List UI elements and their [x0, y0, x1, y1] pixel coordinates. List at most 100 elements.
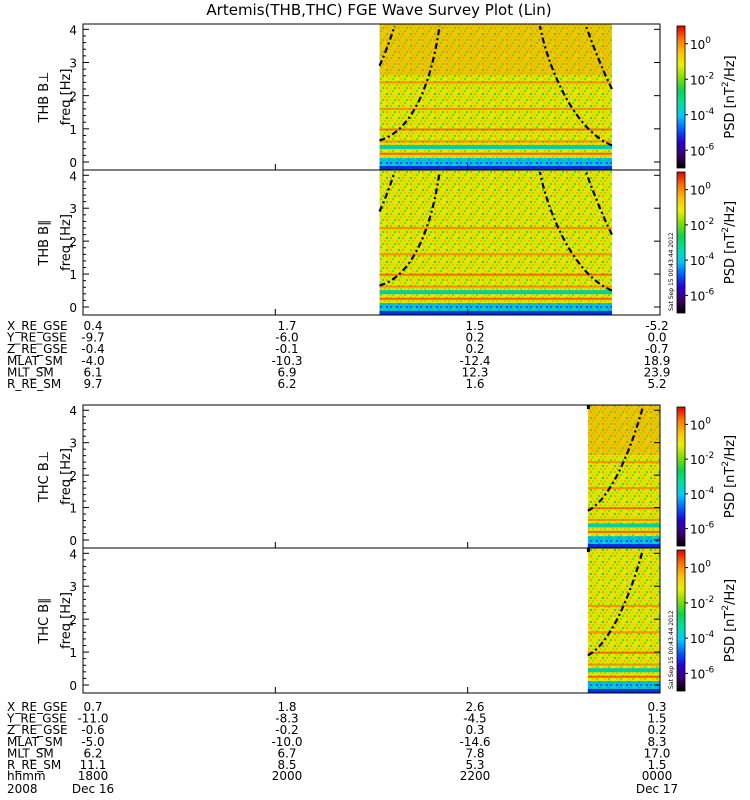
ephem-row-label: MLAT_SM: [7, 354, 63, 368]
panel-unit-label: freq [Hz]: [59, 448, 74, 505]
panel-thc-bperp: 0 1 2 3 4 THC B⊥ freq [Hz] 100 10-2 10-4 10-6 PSD […: [37, 404, 738, 549]
panel-frame: [82, 404, 661, 549]
harmonic-line: [379, 128, 612, 131]
ephem-value: -9.7: [81, 331, 104, 345]
plot-timestamp: Sat Sep 15 00:43:44 2012: [668, 232, 675, 311]
low-band: [379, 297, 612, 300]
ephem-value: 6.7: [277, 746, 296, 760]
floor-band: [587, 544, 660, 548]
ephem-value: 6.2: [83, 746, 102, 760]
time-tick-1800: 1800: [78, 769, 109, 783]
harmonic-line: [587, 518, 660, 521]
colorbar-tick-label: 10-2: [690, 451, 714, 467]
y-tick-label: 4: [69, 23, 77, 37]
ephemeris-thb: X_RE_GSE 0.4 1.7 1.5 -5.2 Y_RE_GSE -9.7 -6.0 0.2…: [6, 319, 670, 391]
model-curve: [378, 25, 396, 67]
harmonic-line: [587, 507, 660, 510]
ephem-value: 0.3: [647, 700, 666, 714]
y-tick-label: 2: [69, 90, 77, 104]
ephem-row-label: Y_RE_GSE: [6, 331, 67, 345]
low-band: [379, 145, 612, 150]
ephem-value: 5.2: [647, 377, 666, 391]
ephem-value: 0.7: [83, 700, 102, 714]
y-tick-label: 0: [69, 534, 77, 548]
spectrogram-thb-bpar: [379, 170, 612, 315]
y-tick-label: 1: [69, 268, 77, 282]
harmonic-line: [379, 285, 612, 288]
ephem-row-label: Z_RE_GSE: [7, 342, 68, 356]
ephem-value: 1.5: [647, 712, 666, 726]
ephem-value: 1.6: [465, 377, 484, 391]
ephem-value: -0.1: [275, 342, 298, 356]
spectrogram-thc-bpar: [587, 548, 660, 693]
low-band: [587, 675, 660, 678]
ephem-row-label: R_RE_SM: [7, 377, 61, 391]
y-tick-label: 2: [69, 613, 77, 627]
y-tick-label: 2: [69, 235, 77, 249]
y-tick-label: 4: [69, 547, 77, 561]
ephem-value: 17.0: [644, 746, 671, 760]
colorbar-tick-label: 10-4: [690, 252, 715, 268]
start-date-label: Dec 16: [72, 782, 114, 796]
panel-unit-label: freq [Hz]: [59, 214, 74, 271]
ephem-value: 0.2: [465, 331, 484, 345]
ephem-value: -4.0: [81, 354, 104, 368]
ephem-value: 1.8: [277, 700, 296, 714]
ephem-value: 6.2: [277, 377, 296, 391]
colorbar-tick-label: 10-2: [690, 217, 714, 233]
panel-ylabel: THC B⊥: [37, 451, 52, 503]
harmonic-line: [587, 487, 660, 490]
low-band: [587, 530, 660, 533]
time-axis: hhmm 1800 2000 2200 0000 2008 Dec 16 Dec…: [7, 769, 678, 796]
curve-start-mark: [586, 548, 590, 552]
time-tick-2200: 2200: [460, 769, 491, 783]
ephem-value: -14.6: [459, 735, 490, 749]
ephem-value: 0.3: [465, 723, 484, 737]
colorbar-tick-label: 10-6: [690, 665, 715, 681]
ephem-value: -0.2: [275, 723, 298, 737]
high-power-band: [379, 24, 612, 76]
panel-ylabel: THB B∥: [37, 219, 52, 266]
ephem-value: 0.4: [83, 319, 102, 333]
model-curve: [379, 171, 441, 287]
ephem-value: -10.3: [271, 354, 302, 368]
spectrogram-thb-bperp: [379, 24, 612, 170]
ephem-value: 6.9: [277, 365, 296, 379]
model-curves-thc-bpar: [587, 549, 644, 657]
y-tick-label: 2: [69, 469, 77, 483]
colorbar-label: PSD [nT2/Hz]: [721, 435, 738, 518]
harmonic-line: [379, 140, 612, 143]
lowest-band: [587, 536, 660, 548]
y-tick-label: 3: [69, 580, 77, 594]
ephem-value: 1.5: [465, 319, 484, 333]
colorbar-tick-label: 10-6: [690, 287, 715, 303]
lowest-band: [379, 158, 612, 170]
ephem-value: -6.0: [275, 331, 298, 345]
ephem-row-label: MLT_SM: [7, 365, 54, 379]
ephem-value: 2.6: [465, 700, 484, 714]
y-tick-label: 3: [69, 437, 77, 451]
ephem-value: -0.7: [645, 342, 668, 356]
ephem-value: 9.7: [83, 377, 102, 391]
low-band: [587, 668, 660, 673]
y-tick-label: 0: [69, 301, 77, 315]
ephem-row-label: X_RE_GSE: [7, 319, 68, 333]
time-tick-2000: 2000: [272, 769, 303, 783]
ephem-row-label: Z_RE_GSE: [7, 723, 68, 737]
time-axis-label: hhmm: [7, 769, 46, 783]
y-tick-label: 1: [69, 646, 77, 660]
colorbar-tick-label: 100: [690, 416, 711, 432]
low-band: [379, 152, 612, 155]
panel-thb-bpar: 0 1 2 3 4 THB B∥ freq [Hz] 100 10-2 10-4 10-6 PSD […: [37, 169, 738, 316]
model-curves-thb-bperp: [378, 25, 613, 147]
low-band: [587, 523, 660, 528]
harmonic-line: [587, 663, 660, 666]
colorbar-tick-label: 10-6: [690, 142, 715, 158]
panel-unit-label: freq [Hz]: [59, 69, 74, 126]
y-tick-label: 0: [69, 679, 77, 693]
time-tick-0000: 0000: [642, 769, 673, 783]
y-tick-label: 1: [69, 123, 77, 137]
colorbar-label: PSD [nT2/Hz]: [721, 55, 738, 138]
colorbar-tick-label: 10-2: [690, 595, 714, 611]
ephem-value: 7.8: [465, 746, 484, 760]
